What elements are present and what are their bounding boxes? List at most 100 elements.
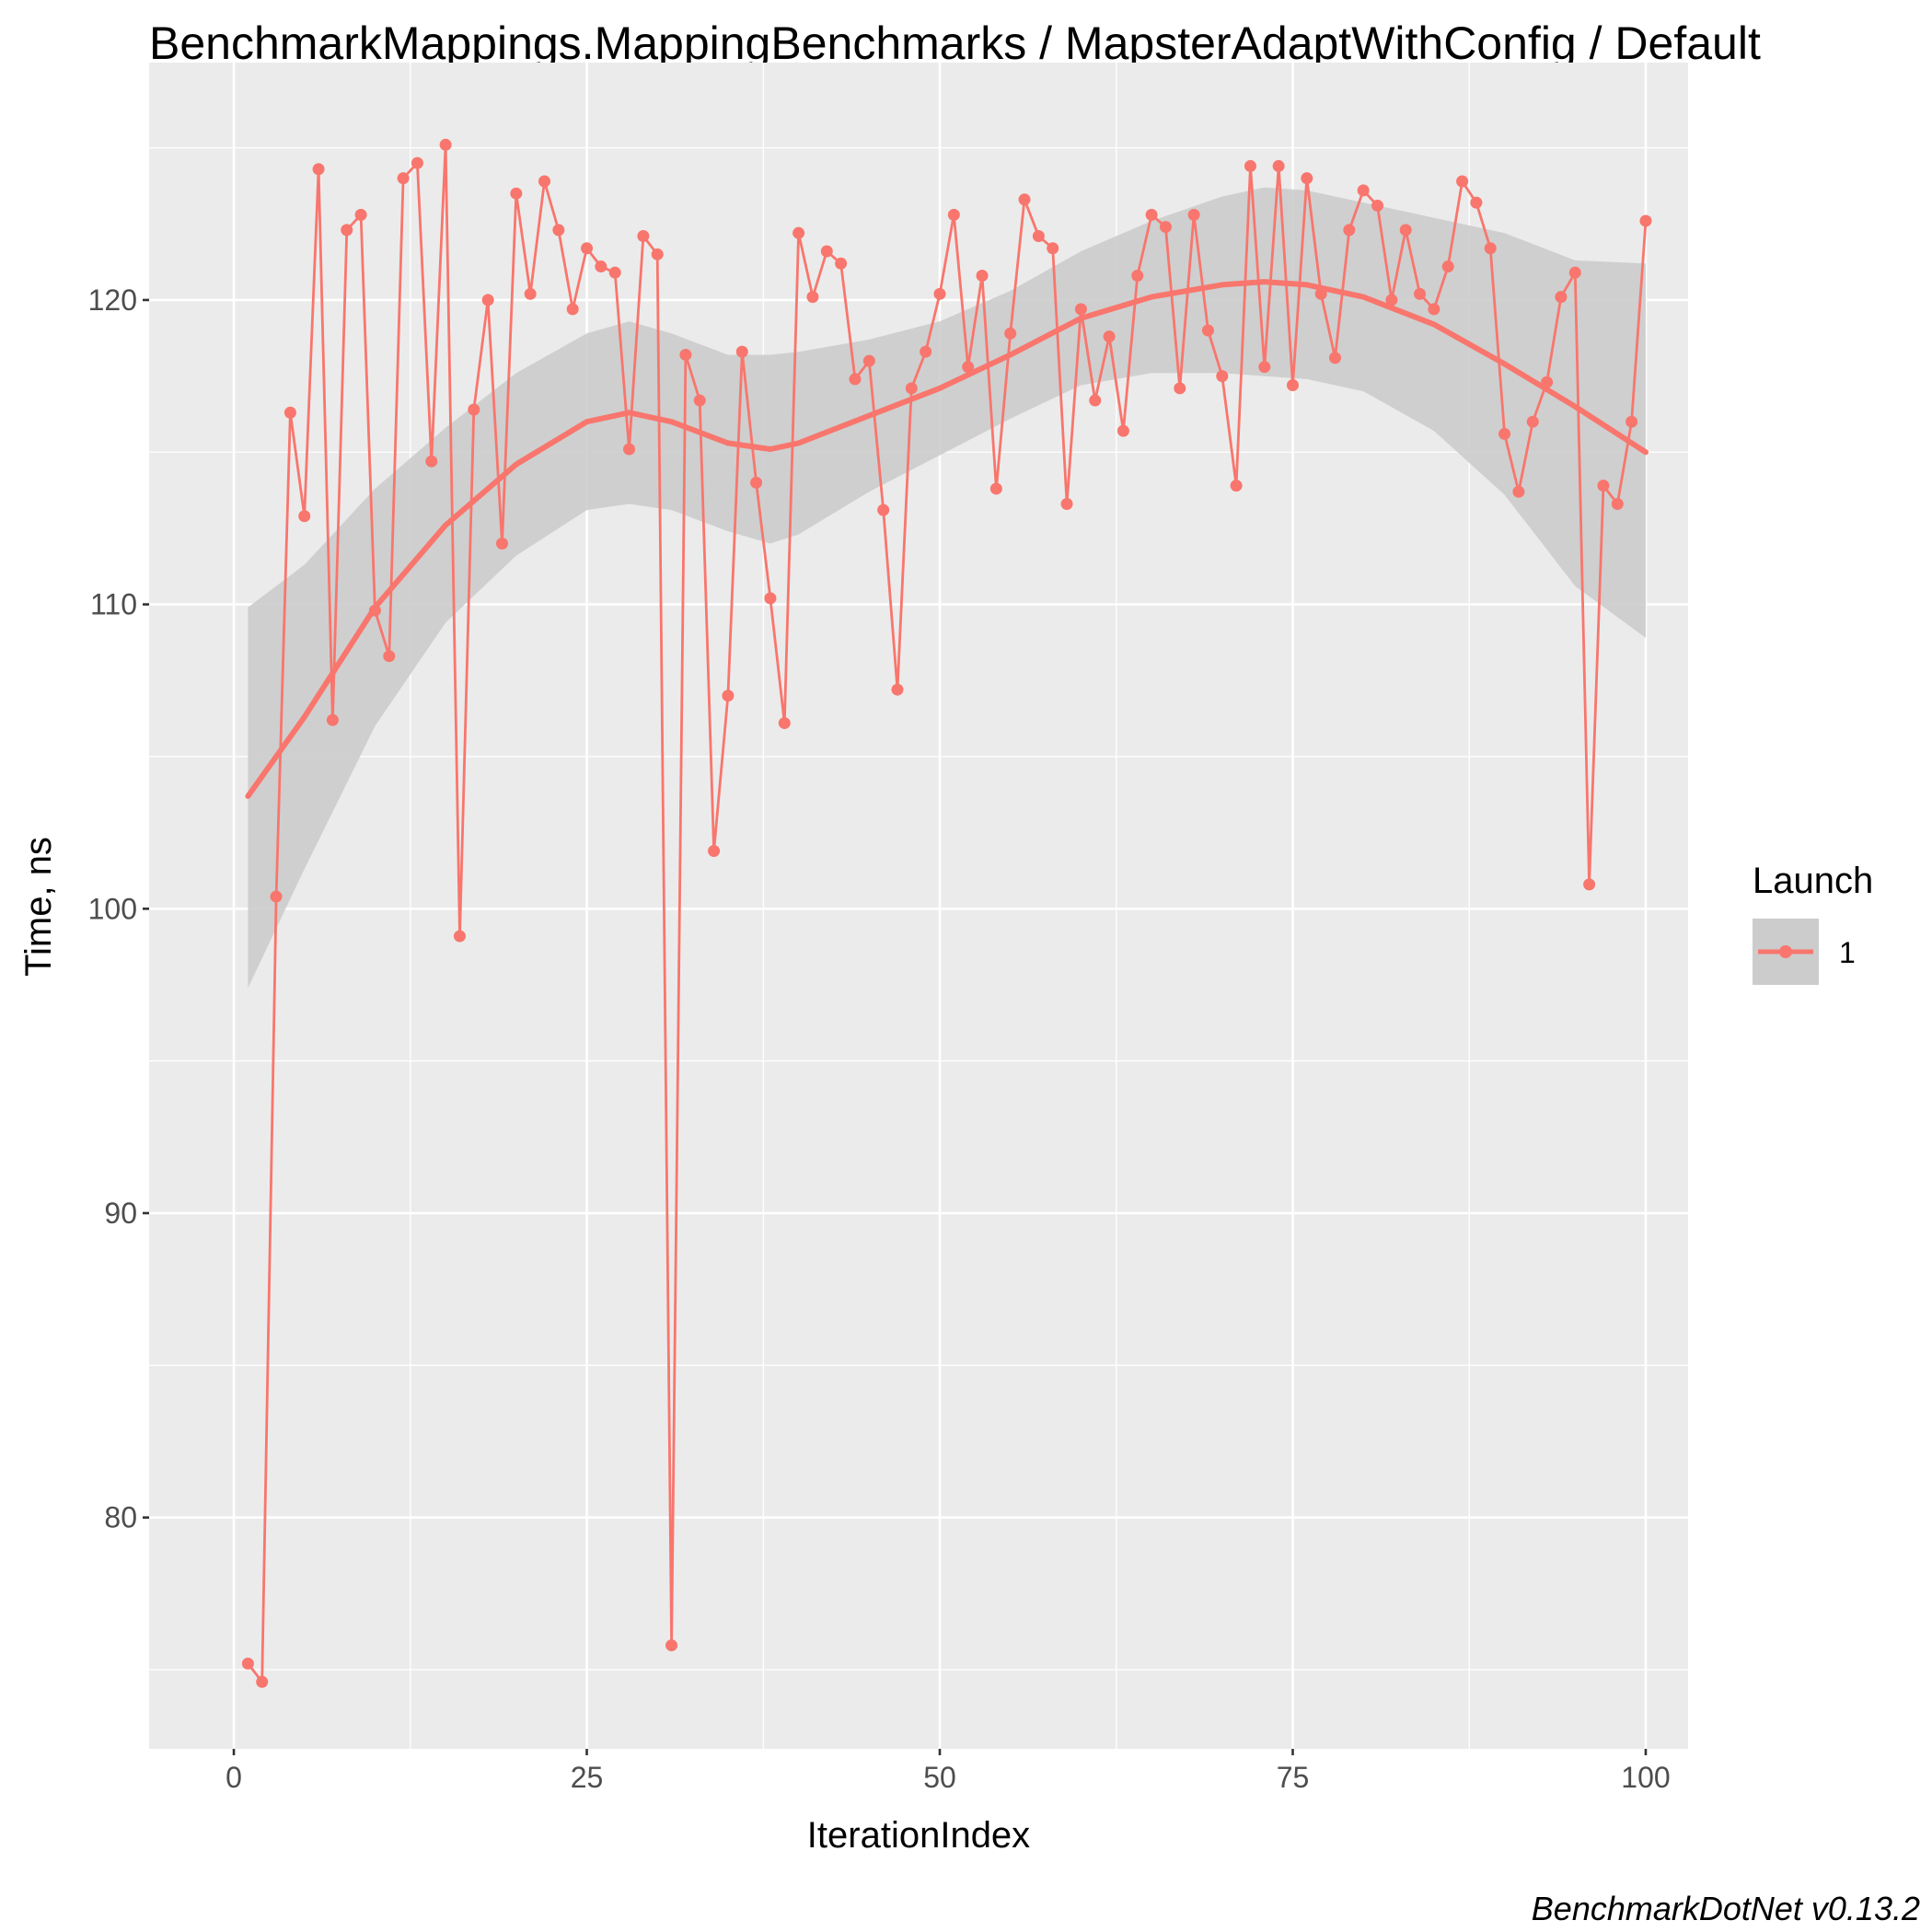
data-point <box>1414 287 1427 300</box>
data-point <box>1597 480 1610 492</box>
data-point <box>835 257 848 270</box>
smooth-trend-line <box>245 279 1649 799</box>
data-point <box>1216 370 1229 383</box>
data-point <box>722 689 735 702</box>
data-point <box>481 294 494 307</box>
data-point <box>1526 415 1539 428</box>
data-point <box>1272 159 1285 172</box>
data-point <box>1512 485 1525 498</box>
data-point <box>1456 175 1469 188</box>
data-point <box>1357 184 1370 197</box>
data-point <box>383 650 396 663</box>
data-point <box>1611 497 1624 510</box>
data-point <box>397 172 410 185</box>
data-point <box>1625 415 1638 428</box>
data-point <box>1583 878 1596 891</box>
data-point <box>1004 327 1017 340</box>
data-point <box>524 287 537 300</box>
y-tick-label: 80 <box>104 1501 137 1534</box>
y-tick-label: 120 <box>88 283 137 317</box>
data-point <box>468 403 480 416</box>
data-point <box>679 348 692 361</box>
data-point <box>1441 260 1454 273</box>
data-point <box>1498 427 1511 440</box>
data-point <box>581 242 594 255</box>
data-point <box>1314 287 1327 300</box>
data-point <box>933 287 946 300</box>
legend: Launch 1 <box>1753 861 1873 985</box>
data-point <box>341 224 353 237</box>
data-point <box>326 713 339 726</box>
data-point <box>1187 208 1200 221</box>
legend-key-point <box>1779 945 1792 958</box>
data-point <box>806 291 819 304</box>
data-point <box>1484 242 1497 255</box>
data-point <box>256 1675 269 1688</box>
data-point <box>1301 172 1313 185</box>
caption: BenchmarkDotNet v0.13.2 <box>1532 1890 1920 1927</box>
data-point <box>1230 480 1243 492</box>
y-tick-label: 90 <box>104 1197 137 1230</box>
series-lines <box>245 143 1649 1683</box>
data-point <box>1089 394 1102 407</box>
data-point <box>1258 361 1271 374</box>
data-point <box>510 187 523 200</box>
data-point <box>637 229 650 242</box>
data-point <box>708 844 721 857</box>
data-point <box>693 394 706 407</box>
data-point <box>1145 208 1158 221</box>
data-point <box>439 138 452 151</box>
data-point <box>764 592 777 605</box>
data-point <box>1074 303 1087 316</box>
data-point <box>538 175 551 188</box>
y-tick-label: 100 <box>88 892 137 925</box>
data-point <box>312 163 325 176</box>
data-point <box>241 1657 254 1670</box>
data-point <box>1639 214 1652 227</box>
x-tick-label: 25 <box>571 1761 604 1794</box>
confidence-band <box>248 187 1646 989</box>
data-point <box>495 537 508 550</box>
data-point <box>1385 294 1398 307</box>
data-point <box>920 345 932 358</box>
data-point <box>862 354 875 367</box>
data-point <box>665 1639 678 1652</box>
data-point <box>1329 352 1342 364</box>
data-point <box>891 683 904 696</box>
data-point <box>820 245 833 258</box>
data-point <box>1244 159 1256 172</box>
data-point <box>1201 324 1214 337</box>
x-tick-label: 75 <box>1277 1761 1310 1794</box>
confidence-band-area <box>248 187 1646 989</box>
data-point <box>877 503 890 516</box>
data-point <box>1541 376 1554 388</box>
data-point <box>608 266 621 279</box>
x-tick-label: 0 <box>226 1761 242 1794</box>
data-point <box>1286 379 1299 392</box>
legend-label: 1 <box>1839 936 1856 969</box>
data-point <box>1032 229 1045 242</box>
data-point <box>989 482 1002 495</box>
data-point <box>283 406 296 419</box>
data-point <box>1371 199 1384 212</box>
data-point <box>735 345 748 358</box>
series-line <box>247 143 1648 1683</box>
data-point <box>1103 330 1116 343</box>
data-point <box>792 226 805 239</box>
x-tick-label: 50 <box>923 1761 956 1794</box>
y-axis-title: Time, ns <box>18 837 59 977</box>
legend-title: Launch <box>1753 861 1873 901</box>
data-point <box>905 382 918 395</box>
data-point <box>552 224 565 237</box>
data-point <box>976 269 989 282</box>
data-point <box>411 156 423 169</box>
data-point <box>947 208 960 221</box>
data-point <box>1399 224 1412 237</box>
data-point <box>453 930 466 943</box>
data-point <box>566 303 579 316</box>
data-point <box>1428 303 1440 316</box>
x-axis-title: IterationIndex <box>807 1815 1030 1856</box>
data-point <box>1568 266 1581 279</box>
y-tick-label: 110 <box>90 588 137 621</box>
